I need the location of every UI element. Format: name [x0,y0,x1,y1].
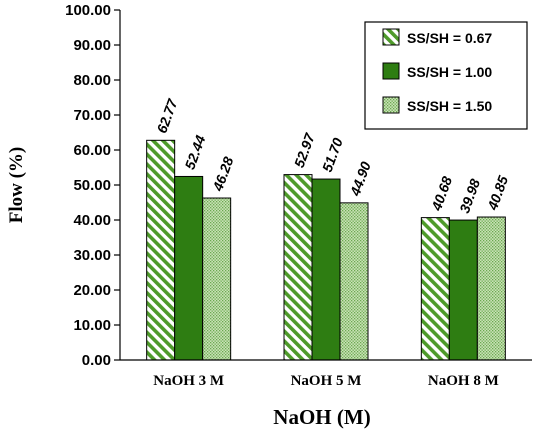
bars [146,139,506,361]
data-label: 52.44 [181,133,208,172]
y-axis-ticks: 0.00 10.00 20.00 30.00 40.00 50.00 60.00 70.00 8… [65,2,120,369]
y-tick-label: 0.00 [82,352,111,369]
x-category-label: NaOH 5 M [291,373,362,389]
bar [339,202,369,361]
data-label: 39.98 [456,177,483,216]
legend: SS/SH = 0.67 SS/SH = 1.00 SS/SH = 1.50 [364,21,528,130]
bar [311,178,341,361]
bar [174,175,204,361]
legend-label: SS/SH = 0.67 [407,30,492,46]
x-axis-categories: NaOH 3 M NaOH 5 M NaOH 8 M [153,373,498,389]
legend-label: SS/SH = 1.50 [407,98,492,114]
data-label: 40.68 [428,174,455,214]
y-axis-title: Flow (%) [6,147,27,224]
y-tick-label: 90.00 [73,37,111,54]
y-tick-label: 70.00 [73,107,111,124]
y-tick-label: 30.00 [73,247,111,264]
data-label: 62.77 [153,96,180,136]
legend-swatch [382,62,400,80]
bar [283,174,313,361]
y-tick-label: 60.00 [73,142,111,159]
data-label: 46.28 [209,154,236,194]
data-label: 44.90 [346,159,373,199]
y-tick-label: 50.00 [73,177,111,194]
y-tick-label: 80.00 [73,72,111,89]
legend-swatch [382,96,400,114]
data-label: 51.70 [319,135,346,174]
data-label: 52.97 [291,130,318,170]
y-tick-label: 40.00 [73,212,111,229]
y-tick-label: 20.00 [73,282,111,299]
bar [202,197,232,361]
y-tick-label: 100.00 [65,2,111,19]
y-tick-label: 10.00 [73,317,111,334]
legend-label: SS/SH = 1.00 [407,64,492,80]
x-axis-title: NaOH (M) [273,405,370,429]
bar [476,216,506,361]
data-label: 40.85 [484,173,511,213]
legend-swatch [382,28,400,46]
bar [448,219,478,361]
x-category-label: NaOH 3 M [153,373,224,389]
bar [146,139,176,361]
bar [420,217,450,361]
x-category-label: NaOH 8 M [428,373,499,389]
